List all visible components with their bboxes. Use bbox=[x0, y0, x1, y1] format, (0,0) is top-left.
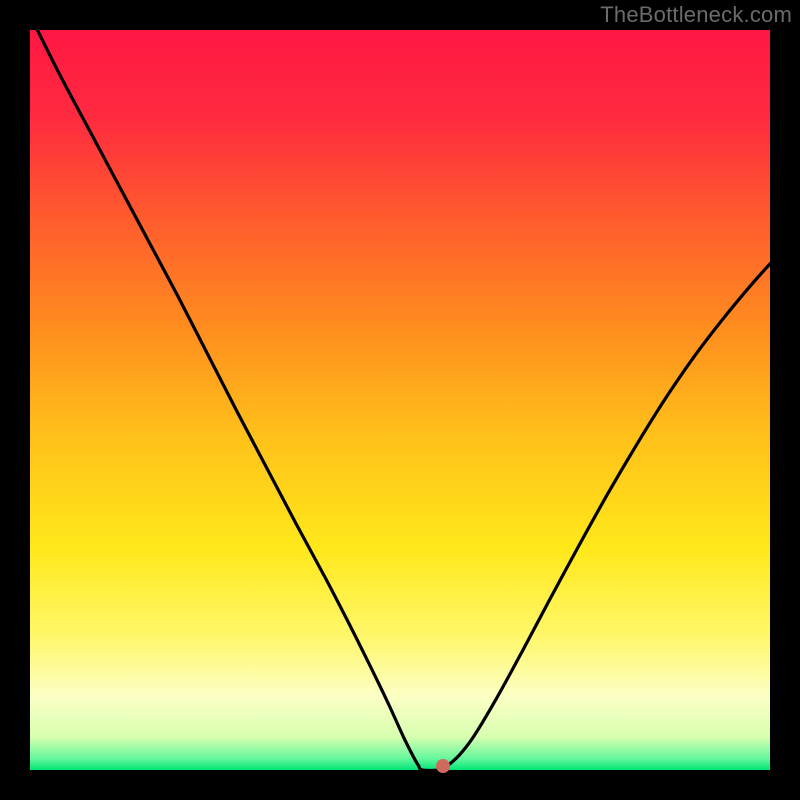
optimal-point-marker bbox=[436, 759, 450, 773]
curve-overlay bbox=[0, 0, 800, 800]
watermark-text: TheBottleneck.com bbox=[600, 2, 792, 28]
bottleneck-curve bbox=[37, 30, 770, 770]
chart-container: TheBottleneck.com bbox=[0, 0, 800, 800]
